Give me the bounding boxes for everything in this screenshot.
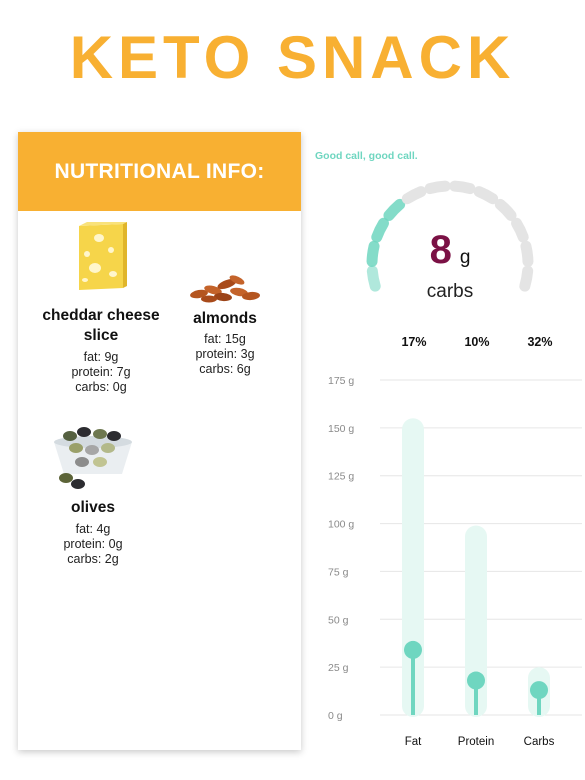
bar-total-protein	[465, 525, 487, 717]
food-carbs: carbs: 6g	[199, 362, 251, 376]
y-tick-label: 0 g	[328, 710, 343, 722]
y-tick-label: 25 g	[328, 662, 349, 674]
bar-value-dot-fat	[404, 640, 422, 659]
bar-value-dot-carbs	[530, 681, 548, 700]
food-name: cheddar cheese slice	[42, 307, 160, 344]
gauge-segment-empty	[401, 186, 427, 205]
tagline: Good call, good call.	[315, 150, 418, 162]
gauge-segment-filled	[366, 265, 381, 292]
food-protein: protein: 0g	[63, 537, 123, 551]
olives-icon	[54, 427, 132, 489]
gauge-number: 8	[429, 228, 452, 272]
gauge-segment-filled	[371, 217, 389, 243]
x-category-label: Fat	[405, 736, 422, 748]
gauge-unit: g	[459, 247, 471, 268]
food-item-olives: olives fat: 4g protein: 0g carbs: 2g	[38, 424, 148, 567]
food-carbs: carbs: 2g	[67, 552, 119, 566]
y-tick-label: 50 g	[328, 614, 349, 626]
almonds-icon	[190, 275, 260, 303]
x-category-label: Protein	[458, 736, 494, 748]
y-tick-label: 150 g	[328, 423, 354, 435]
food-item-almonds: almonds fat: 15g protein: 3g carbs: 6g	[170, 270, 280, 377]
panel-header: NUTRITIONAL INFO:	[18, 132, 301, 211]
page-title: KETO SNACK	[69, 24, 516, 91]
percent-label: 32%	[527, 335, 553, 349]
bar-value-dot-protein	[467, 671, 485, 690]
food-fat: fat: 9g	[83, 350, 119, 364]
gauge-segment-empty	[473, 186, 499, 205]
gauge-segment-empty	[519, 265, 534, 292]
food-name: olives	[71, 499, 115, 516]
food-carbs: carbs: 0g	[75, 380, 127, 394]
panel-header-label: NUTRITIONAL INFO:	[54, 159, 265, 183]
food-fat: fat: 15g	[204, 332, 246, 346]
y-tick-label: 125 g	[328, 471, 354, 483]
y-tick-label: 100 g	[328, 519, 354, 531]
food-protein: protein: 3g	[195, 347, 255, 361]
macro-bar-chart: 0 g 25 g 50 g 75 g 100 g 125 g 150 g 175 g Fat Pr…	[328, 375, 582, 748]
gauge-label: carbs	[426, 281, 474, 302]
cheese-icon	[79, 222, 127, 290]
gauge-segment-filled	[383, 198, 406, 221]
gauge-segment-empty	[494, 198, 517, 221]
food-item-cheese: cheddar cheese slice fat: 9g protein: 7g…	[26, 222, 176, 395]
gauge-segment-empty	[511, 217, 529, 243]
food-name: almonds	[193, 310, 257, 327]
percent-label: 10%	[464, 335, 490, 349]
percent-label: 17%	[401, 335, 427, 349]
y-tick-label: 75 g	[328, 566, 349, 578]
nutrition-panel: NUTRITIONAL INFO: cheddar cheese slice f…	[18, 132, 301, 750]
food-fat: fat: 4g	[75, 522, 111, 536]
y-tick-label: 175 g	[328, 375, 354, 387]
gauge-segment-filled	[366, 240, 380, 267]
gauge-segment-empty	[520, 240, 534, 267]
gauge-segment-empty	[449, 180, 476, 195]
x-category-label: Carbs	[524, 736, 555, 748]
carbs-gauge	[366, 180, 534, 292]
bar-total-fat	[402, 418, 424, 717]
gauge-segment-empty	[424, 180, 451, 195]
food-protein: protein: 7g	[71, 365, 131, 379]
